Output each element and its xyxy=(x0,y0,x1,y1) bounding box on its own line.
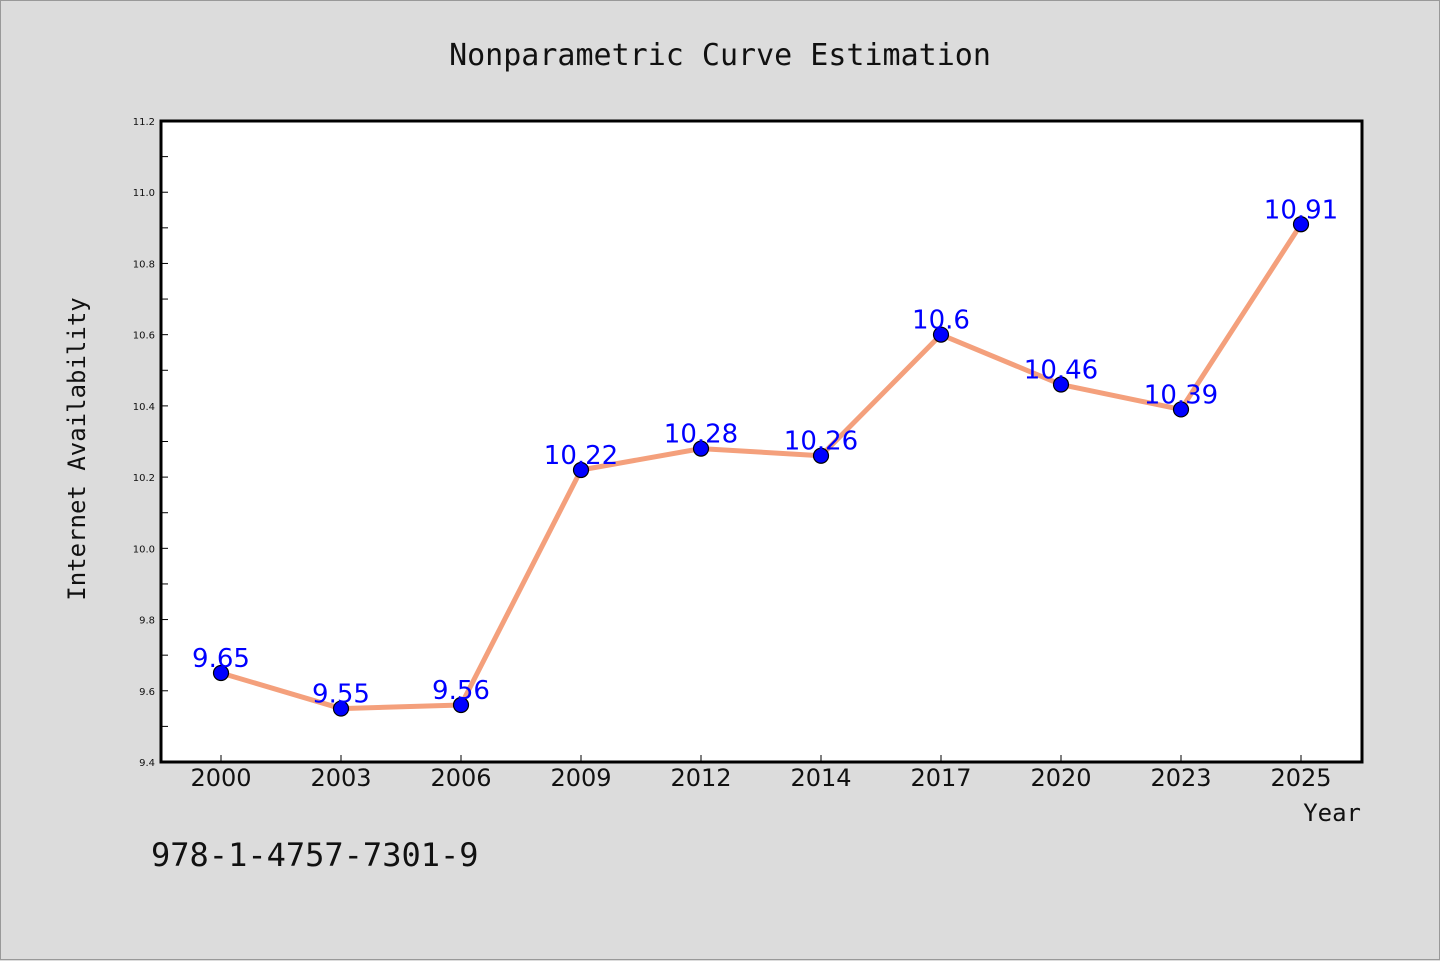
data-label: 9.55 xyxy=(312,680,370,710)
data-point xyxy=(692,440,710,457)
series-markers xyxy=(212,216,1310,717)
data-label: 10.22 xyxy=(544,441,618,471)
data-point xyxy=(1172,401,1190,418)
x-tick-label: 2020 xyxy=(1030,764,1091,792)
x-tick-label: 2009 xyxy=(550,764,611,792)
plot-area xyxy=(159,119,1364,764)
x-tick-label: 2003 xyxy=(310,764,371,792)
y-tick-label: 9.6 xyxy=(139,687,155,698)
x-tick-label: 2014 xyxy=(790,764,851,792)
y-axis-label: Internet Availability xyxy=(63,297,91,600)
data-label: 10.39 xyxy=(1144,380,1218,410)
y-tick-label: 10.0 xyxy=(133,544,155,555)
y-tick-label: 10.2 xyxy=(133,473,155,484)
data-point xyxy=(572,461,590,479)
x-tick-label: 2017 xyxy=(910,764,971,792)
data-point xyxy=(212,664,230,682)
y-axis: 9.4 9.6 9.8 10.0 10.2 10.4 10.6 10.8 11.0 11.2 xyxy=(133,117,168,769)
data-label: 10.28 xyxy=(664,420,738,450)
x-tick-label: 2012 xyxy=(670,764,731,792)
data-label: 10.91 xyxy=(1264,195,1338,225)
data-labels: 9.65 9.55 9.56 10.22 10.28 10.26 10.6 10.46 10.3… xyxy=(192,195,1338,709)
x-tick-label: 2023 xyxy=(1150,764,1211,792)
y-tick-label: 9.4 xyxy=(139,758,155,769)
data-label: 10.6 xyxy=(912,306,970,336)
data-label: 10.26 xyxy=(784,427,858,457)
chart-title: Nonparametric Curve Estimation xyxy=(449,38,991,73)
y-tick-label: 11.0 xyxy=(133,188,155,199)
data-point xyxy=(332,700,350,717)
data-point xyxy=(1292,216,1310,233)
y-tick-label: 9.8 xyxy=(139,616,155,627)
y-tick-label: 10.4 xyxy=(133,402,155,413)
data-point xyxy=(932,326,950,343)
data-label: 9.56 xyxy=(432,676,490,706)
data-point xyxy=(1052,376,1070,393)
x-axis: 2000 2003 2006 2009 2012 2014 2017 2020 2023 2025 xyxy=(190,755,1332,792)
y-tick-label: 10.6 xyxy=(133,331,155,342)
x-tick-label: 2025 xyxy=(1270,764,1331,792)
y-tick-label: 11.2 xyxy=(133,117,155,128)
x-tick-label: 2006 xyxy=(430,764,491,792)
data-label: 9.65 xyxy=(192,644,250,674)
data-point xyxy=(452,696,470,714)
x-tick-label: 2000 xyxy=(190,764,251,792)
y-tick-label: 10.8 xyxy=(133,259,155,270)
x-axis-label: Year xyxy=(1303,799,1361,827)
data-label: 10.46 xyxy=(1024,356,1098,386)
series-line xyxy=(220,222,1304,712)
data-point xyxy=(812,447,830,464)
isbn-annotation: 978-1-4757-7301-9 xyxy=(151,836,479,874)
